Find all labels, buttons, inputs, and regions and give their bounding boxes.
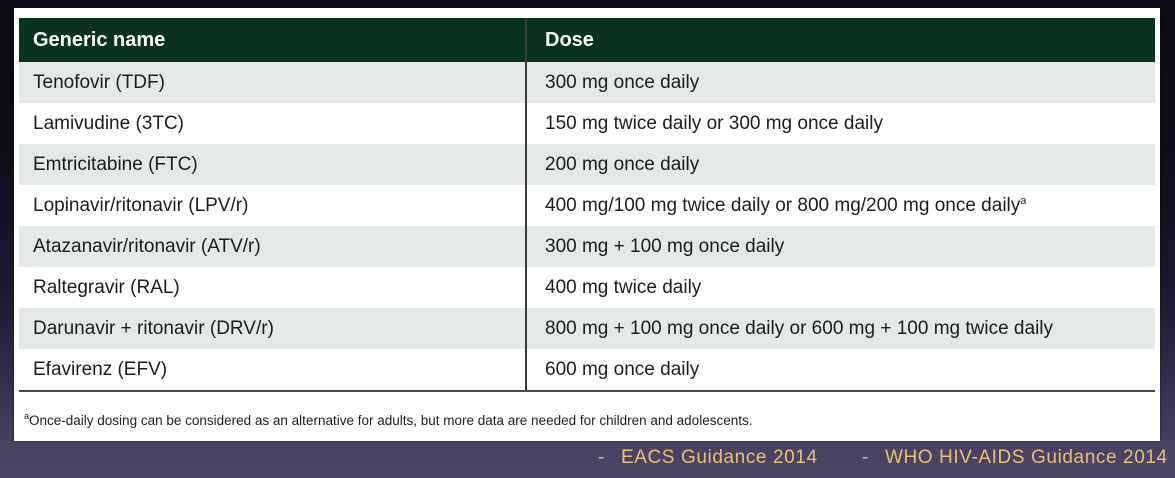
table-row-lopinavir-ritonavir: Lopinavir/ritonavir (LPV/r) 400 mg/100 m… — [19, 185, 1155, 226]
table-row-darunavir-ritonavir: Darunavir + ritonavir (DRV/r) 800 mg + 1… — [19, 308, 1155, 349]
drug-dose: 600 mg once daily — [525, 349, 1155, 390]
footnote-marker: a — [24, 410, 30, 421]
table-row-atazanavir-ritonavir: Atazanavir/ritonavir (ATV/r) 300 mg + 10… — [19, 226, 1155, 267]
table-footnote: aOnce-daily dosing can be considered as … — [24, 410, 1150, 428]
drug-dose: 300 mg once daily — [525, 62, 1155, 103]
footnote-text: Once-daily dosing can be considered as a… — [29, 413, 753, 428]
table-card: Generic name Dose Tenofovir (TDF) 300 mg… — [14, 8, 1160, 441]
drug-name: Efavirenz (EFV) — [33, 358, 168, 380]
drug-name: Raltegravir (RAL) — [33, 276, 180, 298]
citation-dash: - — [862, 447, 869, 468]
drug-name: Atazanavir/ritonavir (ATV/r) — [33, 235, 261, 257]
drug-dose: 150 mg twice daily or 300 mg once daily — [525, 103, 1155, 144]
drug-name: Lamivudine (3TC) — [33, 112, 184, 134]
table-row-emtricitabine: Emtricitabine (FTC) 200 mg once daily — [19, 144, 1155, 185]
table-header-row: Generic name Dose — [19, 18, 1155, 62]
citation-label: EACS Guidance 2014 — [620, 447, 818, 468]
table-body: Tenofovir (TDF) 300 mg once daily Lamivu… — [19, 62, 1155, 390]
table-row-raltegravir: Raltegravir (RAL) 400 mg twice daily — [19, 267, 1155, 308]
drug-name: Emtricitabine (FTC) — [33, 153, 198, 175]
drug-name: Tenofovir (TDF) — [33, 71, 165, 93]
table-row-tenofovir: Tenofovir (TDF) 300 mg once daily — [19, 62, 1155, 103]
drug-dose: 800 mg + 100 mg once daily or 600 mg + 1… — [525, 308, 1155, 349]
citation-label: WHO HIV-AIDS Guidance 2014 — [884, 447, 1168, 468]
drug-dose: 400 mg/100 mg twice daily or 800 mg/200 … — [525, 185, 1155, 226]
drug-name: Darunavir + ritonavir (DRV/r) — [33, 317, 274, 339]
header-dose: Dose — [525, 18, 1155, 62]
header-generic-name: Generic name — [33, 28, 166, 51]
dosing-table: Generic name Dose Tenofovir (TDF) 300 mg… — [19, 18, 1155, 392]
drug-dose: 200 mg once daily — [525, 144, 1155, 185]
drug-dose: 300 mg + 100 mg once daily — [525, 226, 1155, 267]
drug-name: Lopinavir/ritonavir (LPV/r) — [33, 194, 249, 216]
dose-text: 400 mg/100 mg twice daily or 800 mg/200 … — [545, 194, 1021, 216]
citation-who-guidance: - WHO HIV-AIDS Guidance 2014 — [862, 447, 1168, 469]
citation-dash: - — [598, 447, 605, 468]
table-row-efavirenz: Efavirenz (EFV) 600 mg once daily — [19, 349, 1155, 390]
table-row-lamivudine: Lamivudine (3TC) 150 mg twice daily or 3… — [19, 103, 1155, 144]
drug-dose: 400 mg twice daily — [525, 267, 1155, 308]
citation-eacs-guidance: - EACS Guidance 2014 — [598, 447, 818, 469]
